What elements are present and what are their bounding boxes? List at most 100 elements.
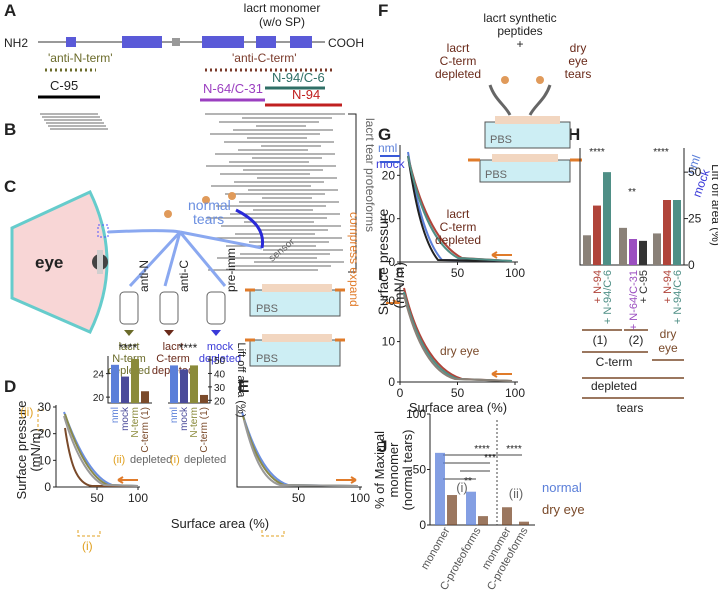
sample: eye	[568, 54, 588, 68]
legend-entry: normal	[542, 480, 582, 495]
peptide: N-64/C-31	[203, 81, 263, 96]
curves	[63, 411, 359, 487]
bar	[653, 233, 661, 265]
panel-label: I	[378, 265, 383, 284]
trough	[468, 76, 582, 183]
depleted: lacrt	[163, 341, 184, 353]
y-tick-label: 50	[413, 463, 427, 477]
antibody-label: 'anti-C-term'	[232, 51, 297, 65]
pbs: PBS	[490, 134, 512, 146]
bar	[121, 376, 129, 403]
bar	[478, 516, 488, 525]
peptide: N-94/C-6	[272, 70, 325, 85]
sig-lines	[443, 454, 522, 480]
significance: ****	[119, 341, 138, 355]
bracket	[37, 409, 285, 537]
x-tick-label: 50	[451, 266, 465, 280]
protein	[38, 36, 325, 48]
y-tick-label: 0	[688, 258, 695, 272]
peptide: C-95	[50, 78, 78, 93]
category-label: N-term	[189, 407, 200, 438]
category-label: mock	[179, 406, 190, 431]
y-tick-label: 30	[214, 383, 226, 394]
group-lines	[582, 329, 684, 399]
y-label: (mN/m)	[391, 262, 407, 309]
group: (1)	[593, 333, 608, 347]
proteoforms	[40, 113, 345, 271]
legend-entry: dry eye	[542, 502, 585, 517]
category-label: + N-64/C-31	[628, 270, 640, 330]
nml: nml	[684, 153, 704, 176]
category-label: + N-94/C-6	[602, 270, 614, 324]
eye-label: eye	[35, 253, 63, 272]
y-tick-label: 20	[38, 427, 52, 441]
sample: C-term	[440, 54, 477, 68]
category-label: N-term	[130, 407, 141, 438]
n-end: NH2	[4, 36, 28, 50]
y-tick-label: 0	[419, 518, 426, 532]
panel-label: C	[4, 177, 16, 196]
panel-label: D	[4, 377, 16, 396]
title: (w/o SP)	[259, 15, 305, 29]
x-tick-label: 0	[397, 386, 404, 400]
bar	[593, 205, 601, 265]
sample: tears	[565, 67, 592, 81]
pbs: PBS	[256, 353, 278, 365]
x-tick-label: 100	[505, 266, 525, 280]
y-tick-label: 10	[382, 335, 396, 349]
bracket	[348, 113, 357, 273]
plus: +	[516, 37, 523, 51]
category-label: C-term (1)	[140, 407, 151, 453]
depleted: lacrt	[119, 341, 140, 353]
y-tick-label: 20	[382, 294, 396, 308]
title: lacrt monomer	[244, 1, 321, 15]
tears-label: tears	[193, 211, 224, 227]
y-tick-label: 0	[388, 255, 395, 269]
x-tick-label: 100	[350, 491, 370, 505]
significance: ****	[506, 444, 522, 455]
x-tick-label: 50	[90, 491, 104, 505]
bar	[131, 358, 139, 403]
peptides-label: lacrt synthetic	[483, 11, 556, 25]
significance: ****	[179, 341, 198, 355]
x-tick-label: 100	[128, 491, 148, 505]
bar	[583, 235, 591, 265]
label: dry eye	[440, 344, 480, 358]
antibody-label: 'anti-N-term'	[48, 51, 113, 65]
compress-expand: compress expand	[347, 212, 361, 307]
marker-line	[380, 155, 400, 163]
panel-label: B	[4, 120, 16, 139]
y-tick-label: 20	[93, 393, 105, 404]
y-label: (normal tears)	[400, 430, 415, 511]
curves	[403, 151, 513, 382]
label: C-term	[440, 220, 477, 234]
group: (i)	[170, 454, 180, 466]
panel-label: F	[378, 1, 388, 20]
category-label: nml	[169, 407, 180, 423]
y-label: Lift off area (%)	[709, 164, 718, 246]
proteoform-label: lacrt tear proteoforms	[363, 118, 377, 232]
x-tick-label: 50	[451, 386, 465, 400]
y-label: % of Maximal	[372, 431, 387, 509]
group: C-term	[596, 355, 633, 369]
y-tick-label: 30	[38, 400, 52, 414]
bar	[466, 491, 476, 525]
y-tick-label: 100	[406, 407, 426, 421]
group: depleted	[591, 379, 637, 393]
depleted: mock	[207, 341, 234, 353]
depleted: C-term	[156, 353, 190, 365]
tears-label: normal	[188, 197, 231, 213]
x-tick-label: 50	[292, 491, 306, 505]
marker: (ii)	[20, 405, 33, 419]
bar	[170, 365, 178, 403]
category-label: monomer	[419, 525, 453, 572]
y-tick-label: 50	[214, 356, 226, 367]
nml: nml	[378, 141, 397, 155]
significance: ****	[589, 147, 605, 158]
group: depleted	[184, 454, 226, 466]
label: lacrt	[447, 207, 470, 221]
group: (2)	[629, 333, 644, 347]
y-tick-label: 50	[688, 165, 702, 179]
peptide: N-94	[292, 87, 320, 102]
